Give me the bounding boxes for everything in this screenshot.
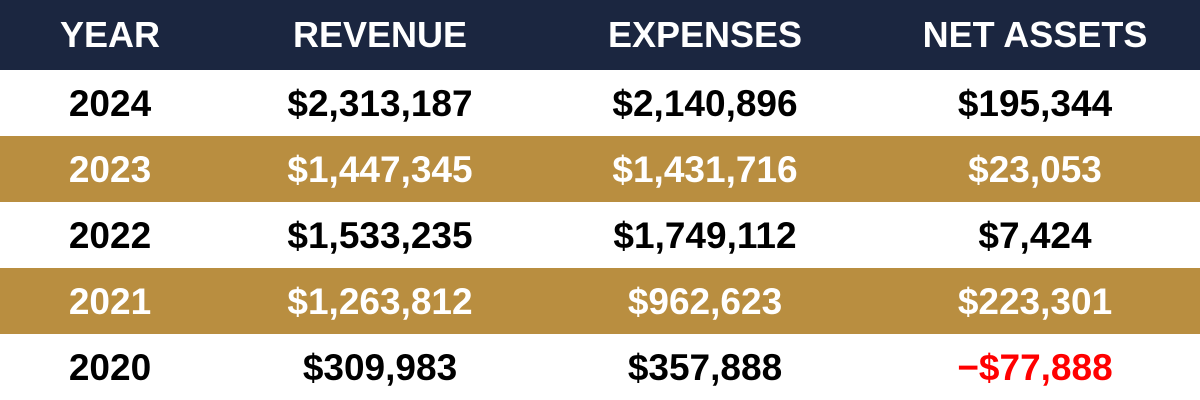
expenses-cell: $1,431,716 xyxy=(612,148,798,190)
table-row: 2022 $1,533,235 $1,749,112 $7,424 xyxy=(0,202,1200,268)
expenses-cell: $962,623 xyxy=(627,280,783,322)
expenses-cell: $357,888 xyxy=(627,346,783,388)
revenue-cell: $1,447,345 xyxy=(287,148,473,190)
table-row: 2023 $1,447,345 $1,431,716 $23,053 xyxy=(0,136,1200,202)
header-revenue: REVENUE xyxy=(292,14,468,55)
net-assets-cell: $23,053 xyxy=(968,148,1102,190)
header-expenses: EXPENSES xyxy=(607,14,803,55)
net-assets-cell: −$77,888 xyxy=(957,346,1113,388)
year-cell: 2023 xyxy=(68,148,152,190)
revenue-cell: $2,313,187 xyxy=(287,82,473,124)
year-cell: 2022 xyxy=(68,214,152,256)
header-year: YEAR xyxy=(59,14,161,55)
table-row: 2020 $309,983 $357,888 −$77,888 xyxy=(0,334,1200,400)
year-cell: 2024 xyxy=(68,82,152,124)
header-net-assets: NET ASSETS xyxy=(922,14,1148,55)
revenue-cell: $1,263,812 xyxy=(287,280,473,322)
year-cell: 2020 xyxy=(68,346,152,388)
revenue-cell: $1,533,235 xyxy=(287,214,473,256)
expenses-cell: $1,749,112 xyxy=(613,214,797,256)
net-assets-cell: $7,424 xyxy=(978,214,1092,256)
net-assets-cell: $223,301 xyxy=(957,280,1113,322)
net-assets-cell: $195,344 xyxy=(957,82,1113,124)
table-row: 2024 $2,313,187 $2,140,896 $195,344 xyxy=(0,70,1200,136)
table-header-row: YEAR REVENUE EXPENSES NET ASSETS xyxy=(0,0,1200,70)
year-cell: 2021 xyxy=(68,280,152,322)
expenses-cell: $2,140,896 xyxy=(612,82,798,124)
table-row: 2021 $1,263,812 $962,623 $223,301 xyxy=(0,268,1200,334)
revenue-cell: $309,983 xyxy=(302,346,458,388)
